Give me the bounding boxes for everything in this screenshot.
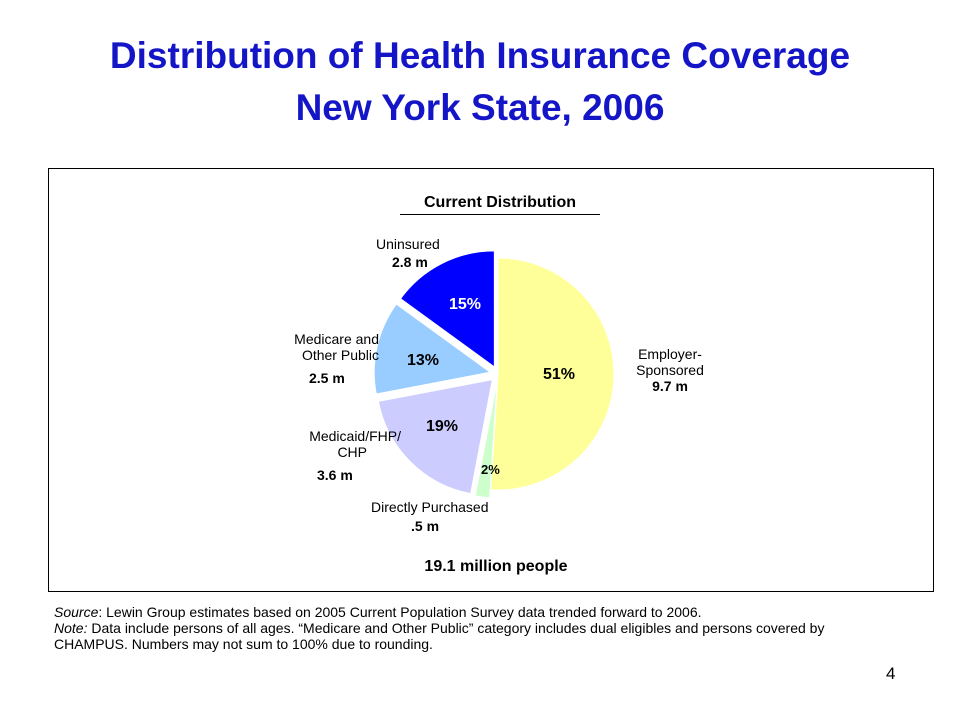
total-people: 19.1 million people bbox=[424, 558, 568, 575]
label-uninsured-amount: 2.8 m bbox=[392, 254, 428, 270]
label-medicaid-line2: CHP bbox=[337, 444, 367, 460]
label-employer-line1: Employer- bbox=[638, 346, 702, 362]
percent-label-employer: 51% bbox=[543, 366, 576, 383]
footnote-source-text: : Lewin Group estimates based on 2005 Cu… bbox=[98, 604, 702, 620]
pie-slice-uninsured bbox=[399, 250, 495, 368]
page-number: 4 bbox=[886, 664, 896, 683]
footnote: Source: Lewin Group estimates based on 2… bbox=[54, 604, 834, 652]
label-medicaid-amount: 3.6 m bbox=[317, 467, 353, 483]
slide-title-line-1: Distribution of Health Insurance Coverag… bbox=[109, 35, 851, 76]
pie-slice-employer-sponsored bbox=[490, 257, 615, 491]
label-medicare-amount: 2.5 m bbox=[309, 370, 345, 386]
percent-label-medicare: 13% bbox=[407, 352, 440, 369]
slide-title-line-2: New York State, 2006 bbox=[295, 87, 665, 128]
footnote-source-label: Source bbox=[54, 604, 99, 620]
label-directly-purchased: Directly Purchased .5 m bbox=[371, 499, 511, 534]
label-employer-amount: 9.7 m bbox=[652, 378, 688, 394]
label-medicare-line2: Other Public bbox=[301, 347, 379, 363]
percent-label-uninsured: 15% bbox=[449, 296, 482, 313]
pie-slice-directly-purchased bbox=[474, 381, 498, 499]
percent-label-medicaid: 19% bbox=[426, 418, 459, 435]
label-uninsured-line1: Uninsured bbox=[376, 236, 440, 252]
label-medicare-line1: Medicare and bbox=[294, 331, 379, 347]
label-directly-amount: .5 m bbox=[411, 518, 440, 534]
label-medicaid-line1: Medicaid/FHP/ bbox=[309, 428, 401, 444]
pie-slice-medicaid-fhp-chp bbox=[377, 379, 493, 495]
chart-frame: Current Distribution Employer- Sponsored… bbox=[48, 168, 934, 592]
chart-title: Current Distribution bbox=[395, 194, 605, 215]
label-directly-line1: Directly Purchased bbox=[371, 499, 489, 515]
label-medicare: Medicare and Other Public bbox=[275, 331, 379, 363]
footnote-note-text: Data include persons of all ages. “Medic… bbox=[54, 620, 825, 652]
footnote-note-label: Note: bbox=[54, 620, 88, 636]
label-employer-sponsored: Employer- Sponsored 9.7 m bbox=[624, 346, 716, 394]
pie-chart bbox=[373, 250, 615, 499]
chart-title-underline bbox=[400, 214, 600, 215]
label-medicaid: Medicaid/FHP/ CHP bbox=[281, 428, 401, 460]
pie-slice-medicare-and-other-public bbox=[373, 303, 492, 395]
percent-label-directly: 2% bbox=[481, 462, 500, 477]
label-uninsured: Uninsured 2.8 m bbox=[376, 236, 466, 270]
label-employer-line2: Sponsored bbox=[636, 362, 704, 378]
